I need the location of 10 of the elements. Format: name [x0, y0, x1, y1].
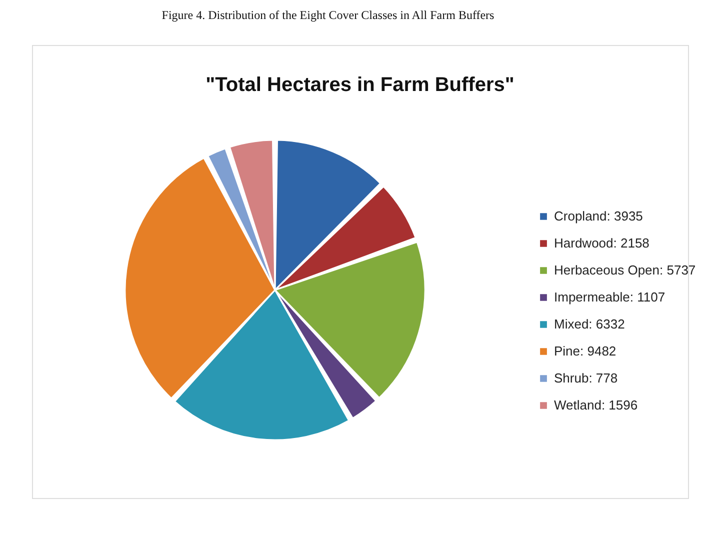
legend-label: Hardwood: 2158 [554, 236, 650, 250]
caption: Figure 4. Distribution of the Eight Cover Classes in All Farm Buffers [162, 8, 495, 22]
legend-label: Impermeable: 1107 [554, 290, 666, 304]
legend-label: Herbaceous Open: 5737 [554, 262, 696, 278]
legend-label: Pine: 9482 [554, 344, 616, 358]
legend-label: Mixed: 6332 [554, 316, 625, 332]
legend-label: Wetland: 1596 [554, 398, 638, 412]
legend-label: Shrub: 778 [554, 370, 618, 386]
chart-title: "Total Hectares in Farm Buffers" [206, 74, 514, 96]
legend-label: Cropland: 3935 [554, 208, 643, 224]
